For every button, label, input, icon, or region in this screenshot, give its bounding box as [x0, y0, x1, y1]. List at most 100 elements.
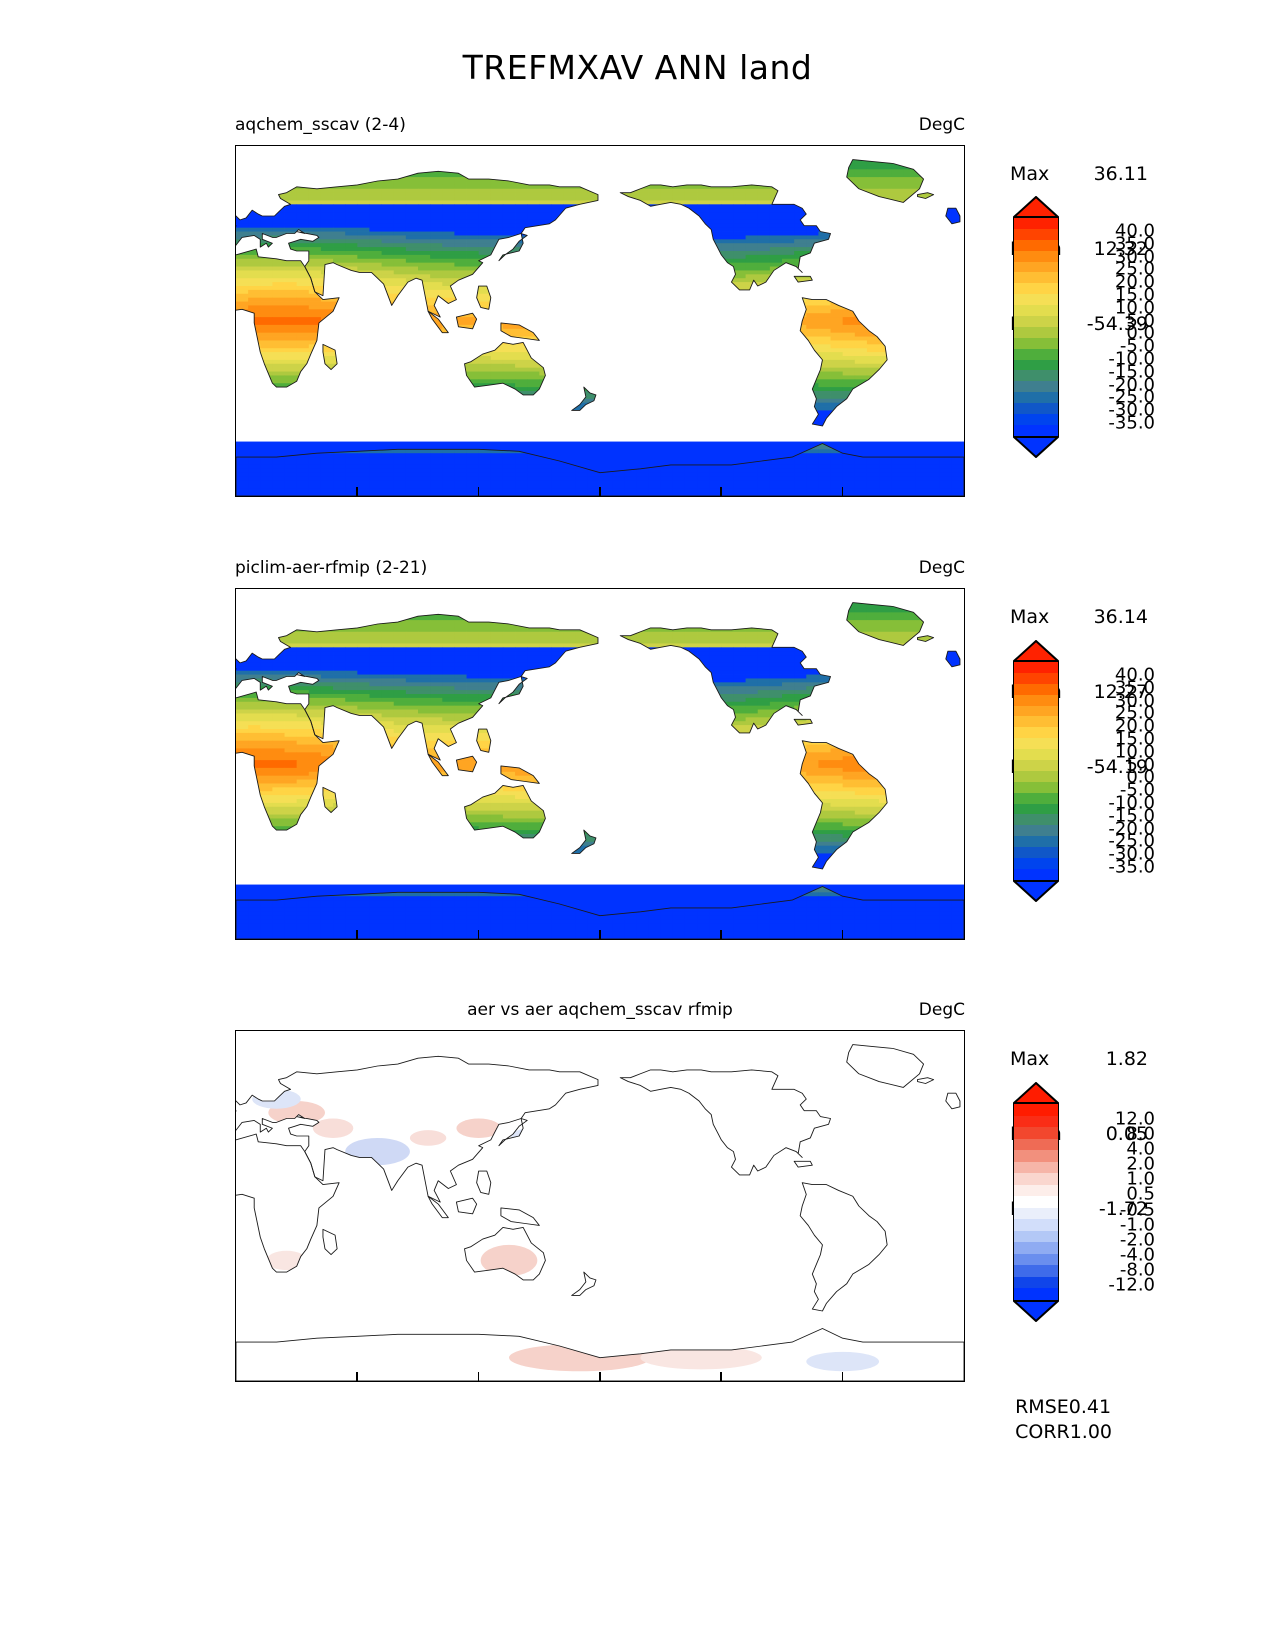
- stat-value: 12.32: [1093, 238, 1148, 260]
- colorbar-tick-label: -25.0: [1108, 830, 1155, 852]
- stat-value: 1.00: [1069, 1421, 1113, 1443]
- panel-extra-stats: RMSE0.41 CORR1.00: [1003, 1370, 1112, 1445]
- colorbar-band: [1013, 858, 1059, 869]
- colorbar-band: [1013, 1288, 1059, 1300]
- colorbar-tick-label: -30.0: [1108, 843, 1155, 865]
- x-axis-tick-mark: [720, 1372, 722, 1381]
- x-axis-tick-mark: [841, 487, 844, 496]
- y-axis-tick-mark: [235, 705, 236, 707]
- colorbar-tick-label: 40.0: [1114, 220, 1155, 242]
- y-axis-tick-mark: [235, 379, 236, 381]
- colorbar-tick-label: 25.0: [1114, 702, 1155, 724]
- map-contour-layer: [236, 1044, 964, 1381]
- colorbar-tick-label: 40.0: [1114, 664, 1155, 686]
- colorbar-tick-label: -35.0: [1108, 412, 1155, 434]
- colorbar-tick-label: 20.0: [1114, 715, 1155, 737]
- colorbar-band: [1013, 1184, 1059, 1197]
- colorbar-tick-label: 5.0: [1126, 310, 1155, 332]
- x-axis-tick-mark: [477, 930, 480, 939]
- colorbar-band: [1013, 1138, 1059, 1151]
- colorbar-min-arrow-icon: [1011, 880, 1061, 903]
- panel-units-label: DegC: [918, 1000, 965, 1020]
- y-axis-tick-mark: [235, 1147, 236, 1149]
- colorbar-band: [1013, 1253, 1059, 1266]
- colorbar-tick-label: 30.0: [1114, 690, 1155, 712]
- colorbar-band: [1013, 683, 1059, 695]
- x-axis-tick-mark: [599, 1372, 601, 1381]
- colorbar-tick-label: 30.0: [1114, 246, 1155, 268]
- y-axis-tick-mark: [235, 647, 236, 649]
- colorbar-band: [1013, 770, 1059, 782]
- stat-value: 36.14: [1093, 606, 1148, 628]
- colorbar-tick-label: 5.0: [1126, 754, 1155, 776]
- x-axis-tick-mark: [599, 487, 601, 496]
- y-axis-tick-mark: [235, 437, 236, 439]
- panel-units-label: DegC: [918, 558, 965, 578]
- colorbar-tick-label: -10.0: [1108, 792, 1155, 814]
- map-plot-area: 90°N60°N30°N0°30°S60°S90°S0°E60°E120°E18…: [235, 1030, 965, 1382]
- y-axis-tick-mark: [235, 880, 236, 882]
- colorbar-tick-label: -15.0: [1108, 805, 1155, 827]
- colorbar-max-arrow-icon: [1011, 639, 1061, 662]
- colorbar-band: [1013, 316, 1059, 327]
- colorbar-tick-label: -5.0: [1119, 779, 1155, 801]
- x-axis-tick-mark: [477, 487, 480, 496]
- colorbar-band: [1013, 424, 1059, 436]
- colorbar-band: [1013, 294, 1059, 306]
- colorbar-band: [1013, 803, 1059, 815]
- y-axis-tick-mark: [235, 1089, 236, 1091]
- x-axis-tick-mark: [356, 487, 358, 496]
- colorbar-band: [1013, 662, 1059, 673]
- colorbar-band: [1013, 381, 1059, 393]
- colorbar-band: [1013, 359, 1059, 371]
- colorbar-tick-label: 10.0: [1114, 297, 1155, 319]
- colorbar-band: [1013, 337, 1059, 349]
- colorbar-band: [1013, 1196, 1059, 1208]
- colorbar-band: [1013, 403, 1059, 415]
- colorbar-tick-label: -20.0: [1108, 818, 1155, 840]
- colorbar-band: [1013, 1230, 1059, 1243]
- y-axis-tick-mark: [235, 1322, 236, 1324]
- colorbar-tick-label: 0.5: [1126, 1183, 1155, 1205]
- colorbar-tick-label: 15.0: [1114, 284, 1155, 306]
- colorbar-band: [1013, 694, 1059, 706]
- colorbar-band: [1013, 847, 1059, 859]
- y-axis-tick-mark: [235, 1264, 236, 1266]
- colorbar-band: [1013, 1115, 1059, 1128]
- colorbar-band: [1013, 1104, 1059, 1116]
- colorbar-gradient: [1013, 218, 1059, 436]
- colorbar-band: [1013, 326, 1059, 338]
- colorbar-band: [1013, 272, 1059, 284]
- colorbar-band: [1013, 672, 1059, 684]
- colorbar-tick-label: -1.0: [1119, 1214, 1155, 1236]
- x-axis-tick-mark: [599, 930, 601, 939]
- colorbar-tick-label: -20.0: [1108, 374, 1155, 396]
- y-axis-tick-mark: [235, 822, 236, 824]
- colorbar-tick-label: -5.0: [1119, 335, 1155, 357]
- colorbar-tick-label: 15.0: [1114, 728, 1155, 750]
- colorbar-band: [1013, 1161, 1059, 1174]
- x-axis-tick-mark: [841, 930, 844, 939]
- x-axis-tick-mark: [720, 930, 722, 939]
- colorbar-band: [1013, 1127, 1059, 1139]
- colorbar-band: [1013, 760, 1059, 771]
- y-axis-tick-mark: [235, 938, 236, 940]
- colorbar-band: [1013, 781, 1059, 793]
- x-axis-tick-mark: [477, 1372, 480, 1381]
- colorbar-tick-label: 10.0: [1114, 741, 1155, 763]
- colorbar-band: [1013, 749, 1059, 761]
- colorbar-tick-label: 0.0: [1126, 766, 1155, 788]
- colorbar-band: [1013, 716, 1059, 728]
- colorbar-band: [1013, 414, 1059, 425]
- y-axis-tick-mark: [235, 320, 236, 322]
- colorbar-tick-label: -35.0: [1108, 856, 1155, 878]
- colorbar-tick-label: -2.0: [1119, 1229, 1155, 1251]
- colorbar-min-arrow-icon: [1011, 436, 1061, 459]
- colorbar-tick-label: -8.0: [1119, 1259, 1155, 1281]
- colorbar-gradient: [1013, 1104, 1059, 1300]
- stat-label: Max: [1010, 163, 1050, 185]
- colorbar-band: [1013, 239, 1059, 251]
- colorbar-band: [1013, 1207, 1059, 1220]
- x-axis-tick-mark: [720, 487, 722, 496]
- colorbar-tick-label: -4.0: [1119, 1244, 1155, 1266]
